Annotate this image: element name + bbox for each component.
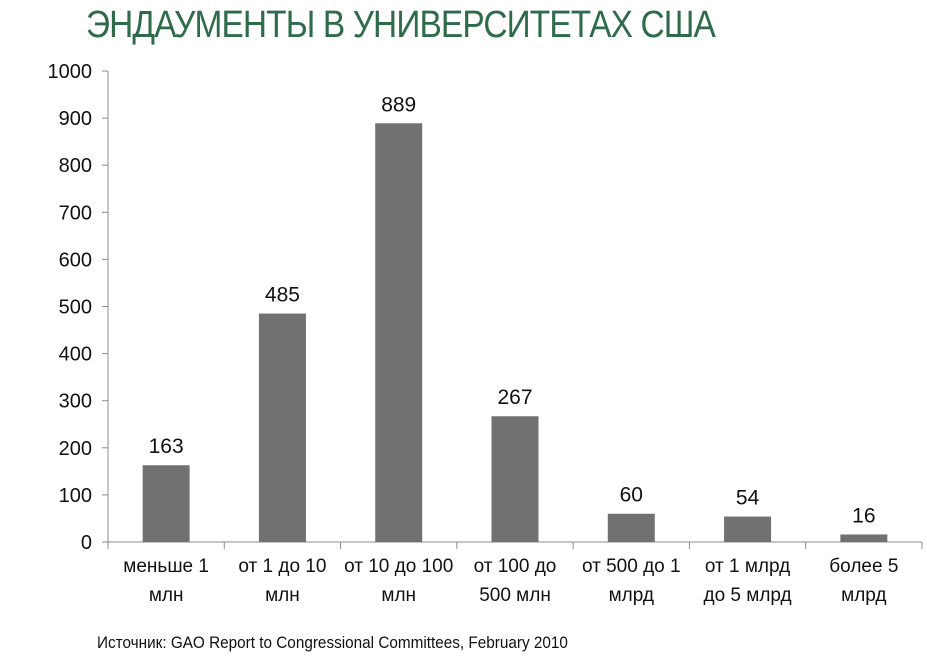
y-tick-label: 500: [59, 297, 92, 319]
x-tick-label: млн: [149, 585, 184, 606]
bar-chart: 0 100 200 300 400 500 600 700 800 900 1000 меньше …: [48, 61, 923, 606]
x-tick-label: млн: [265, 585, 300, 606]
x-tick-label: меньше 1: [123, 556, 209, 577]
data-label: 889: [381, 93, 416, 116]
x-tick-label: от 1 млрд: [705, 556, 790, 577]
bar: [258, 313, 306, 542]
x-tick-label: млрд: [841, 585, 886, 606]
data-labels: 163 485 889 267 60 54 16: [149, 93, 876, 527]
x-tick-label: до 5 млрд: [703, 585, 791, 606]
y-axis: 0 100 200 300 400 500 600 700 800 900 1000: [48, 61, 109, 554]
x-tick-label: млрд: [609, 585, 654, 606]
data-label: 485: [265, 284, 300, 307]
data-label: 60: [620, 484, 643, 507]
bar: [375, 123, 423, 542]
data-label: 163: [149, 435, 184, 458]
x-tick-label: 500 млн: [479, 585, 551, 606]
y-tick-label: 700: [59, 202, 92, 224]
y-tick-label: 100: [59, 485, 92, 507]
x-tick-label: от 100 до: [474, 556, 557, 577]
y-tick-label: 900: [59, 108, 92, 130]
x-axis: меньше 1 млн от 1 до 10 млн от 10 до 100 млн о…: [107, 541, 923, 606]
bar: [840, 534, 888, 542]
y-tick-label: 800: [59, 155, 92, 177]
data-label: 267: [497, 386, 532, 409]
x-tick-label: от 10 до 100: [344, 556, 453, 577]
y-tick-label: 600: [59, 249, 92, 271]
x-tick-label: более 5: [829, 556, 898, 577]
y-tick-label: 1000: [48, 61, 93, 83]
bar: [142, 465, 190, 542]
bar: [491, 416, 539, 542]
x-tick-label: млн: [381, 585, 416, 606]
x-tick-label: от 1 до 10: [238, 556, 326, 577]
bars: [142, 123, 888, 542]
source-note: Источник: GAO Report to Congressional Co…: [97, 633, 568, 652]
x-tick-label: от 500 до 1: [582, 556, 681, 577]
bar: [607, 513, 655, 542]
y-tick-label: 200: [59, 438, 92, 460]
data-label: 54: [736, 487, 760, 510]
y-tick-label: 0: [81, 532, 92, 554]
chart-title: ЭНДАУМЕНТЫ В УНИВЕРСИТЕТАХ США: [86, 4, 716, 46]
y-tick-label: 400: [59, 344, 92, 366]
bar: [724, 516, 772, 542]
data-label: 16: [852, 504, 875, 527]
y-tick-label: 300: [59, 391, 92, 413]
